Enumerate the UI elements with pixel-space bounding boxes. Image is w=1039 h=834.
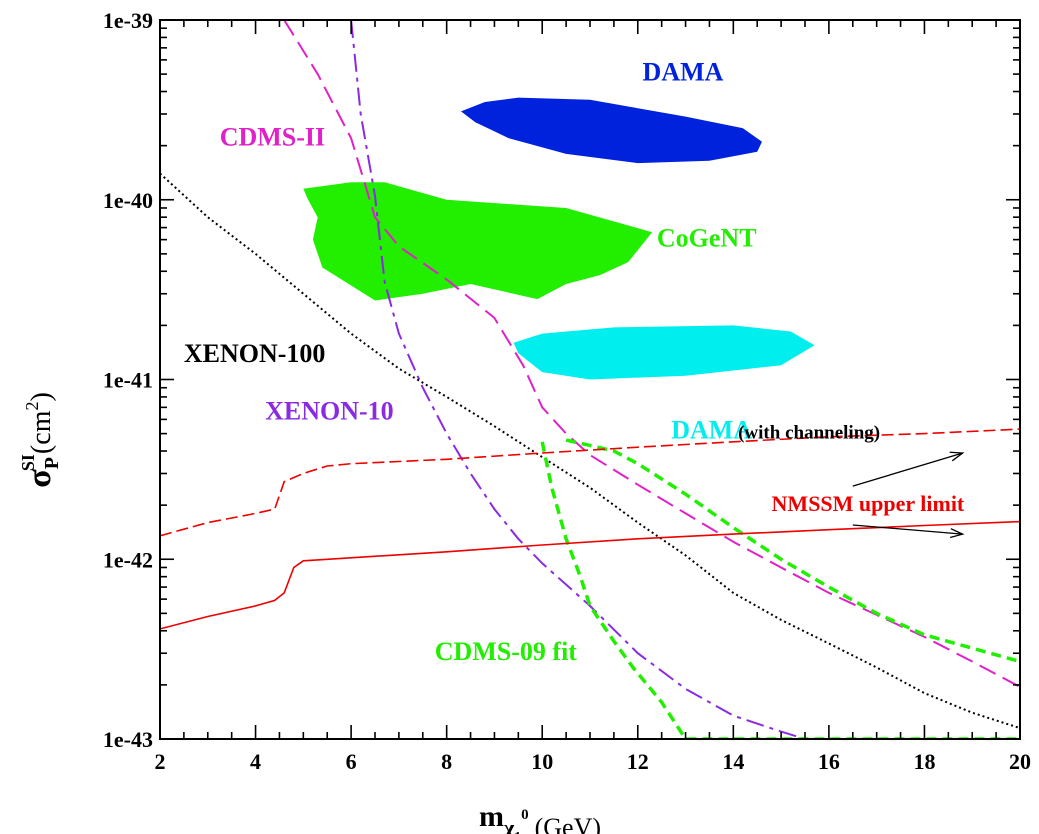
x-tick-label: 12: [627, 749, 649, 774]
series-nmssm-upper-limit-dashed: [160, 428, 1020, 537]
x-tick-label: 16: [818, 749, 840, 774]
y-axis-unit-sup: 2: [22, 402, 42, 411]
series-cdms-09-fit: [540, 441, 1020, 739]
y-tick-label: 1e-39: [103, 8, 153, 33]
annotation-arrow-2: [852, 524, 963, 535]
y-tick-label: 1e-42: [103, 547, 153, 572]
y-axis-title: σPSI(cm2): [18, 392, 63, 488]
x-axis-sup: 0: [521, 807, 529, 823]
x-axis-main: m: [479, 800, 504, 833]
annotation-nmssm-upper-limit-7: NMSSM upper limit: [772, 491, 965, 516]
annotation-with-channeling-6: (with channeling): [738, 422, 880, 443]
x-tick-label: 2: [155, 749, 166, 774]
x-tick-label: 18: [913, 749, 935, 774]
annotation-xenon-100-1: XENON-100: [184, 339, 326, 368]
series-cdms-ii: [283, 20, 1020, 688]
arrow-layer: [852, 451, 965, 539]
y-tick-label: 1e-40: [103, 188, 153, 213]
series-xenon-10: [350, 20, 806, 739]
annotation-xenon-10-2: XENON-10: [265, 396, 394, 425]
y-axis-unit-close: ): [26, 392, 57, 401]
y-axis-unit: (cm: [26, 410, 57, 454]
annotation-cdms-09-fit-8: CDMS-09 fit: [435, 637, 578, 666]
annotation-dama-3: DAMA: [643, 58, 724, 87]
region-dama: [461, 97, 762, 164]
y-axis-sub: P: [41, 457, 63, 469]
x-tick-label: 8: [441, 749, 452, 774]
x-tick-label: 14: [722, 749, 744, 774]
y-tick-label: 1e-41: [103, 368, 153, 393]
annotation-arrowhead-2: [949, 528, 965, 539]
y-axis-title-group: σPSI(cm2): [18, 392, 63, 488]
region-dama-with-channeling: [513, 325, 815, 380]
annotation-arrowhead-1: [949, 451, 965, 462]
y-axis-sup: SI: [18, 454, 38, 471]
x-axis-sub: χ: [503, 815, 515, 834]
tick-label-layer: 2 4 6 8 10 12 14 16 18 20 1e-39 1e-40 1e-41 1e-42 1e-4…: [103, 8, 1031, 774]
annotation-cogent-4: CoGeNT: [657, 223, 757, 252]
y-axis-main: σ: [21, 469, 58, 488]
region-cogent: [303, 182, 653, 301]
x-tick-label: 4: [250, 749, 261, 774]
x-tick-label: 20: [1009, 749, 1031, 774]
x-axis-title: mχ1 0 (GeV): [479, 800, 601, 834]
annotation-dama-5: DAMA: [671, 415, 752, 444]
ticks-layer: [159, 19, 1021, 740]
y-tick-label: 1e-43: [103, 727, 153, 752]
x-axis-subsub: 1: [514, 830, 521, 834]
x-axis-unit: (GeV): [535, 813, 601, 834]
x-tick-label: 6: [346, 749, 357, 774]
annotation-arrow-1: [852, 452, 963, 487]
regions-layer: [303, 97, 815, 380]
series-layer: [160, 20, 1020, 739]
annotation-layer: CDMS-IIXENON-100XENON-10DAMACoGeNTDAMA(w…: [184, 58, 965, 666]
x-tick-label: 10: [531, 749, 553, 774]
series-cdms-09-fit-upper: [565, 438, 1020, 664]
annotation-cdms-ii-0: CDMS-II: [220, 123, 325, 152]
series-nmssm-upper-limit-solid: [160, 520, 1020, 630]
